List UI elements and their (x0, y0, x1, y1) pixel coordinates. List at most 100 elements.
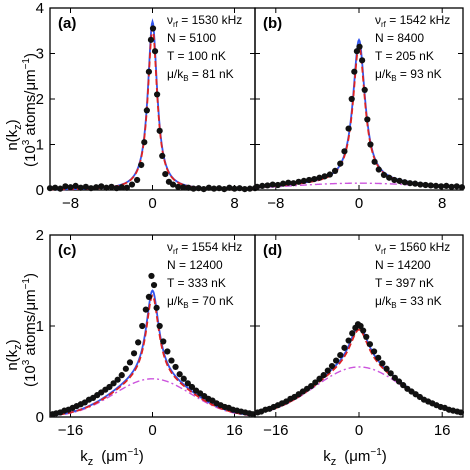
data-point (62, 183, 69, 190)
panel-label: (d) (263, 242, 282, 259)
data-point (259, 182, 266, 190)
data-point (118, 372, 125, 379)
data-point (396, 177, 403, 184)
data-point (93, 184, 100, 191)
data-point (148, 272, 155, 280)
data-point (236, 185, 243, 192)
data-point (427, 182, 434, 189)
data-point (135, 339, 142, 346)
data-point (375, 166, 382, 173)
data-point (147, 36, 155, 43)
data-point (348, 95, 355, 103)
x-tick-label: 0 (148, 195, 156, 212)
data-point (114, 376, 121, 383)
data-point (98, 183, 105, 190)
x-tick-label: 8 (438, 195, 446, 212)
panel-c: −16 0 16 0 1 2 (c) νrf = 1554 kHz N = 12400 T = 3… (36, 227, 257, 439)
x-tick-label: 16 (226, 422, 243, 439)
data-point (195, 185, 202, 192)
data-point (180, 375, 187, 382)
y-axis-unit-top: (103 atoms/μm−1) (21, 53, 39, 167)
data-point (448, 183, 455, 190)
data-point (184, 380, 191, 387)
data-point (320, 372, 327, 379)
data-point (151, 48, 159, 55)
data-point (200, 185, 207, 193)
data-point (351, 68, 358, 75)
data-point (149, 25, 157, 32)
data-point (110, 380, 117, 387)
data-point (391, 374, 398, 381)
data-point (113, 185, 120, 192)
data-point (106, 383, 113, 391)
panel-frame (49, 234, 256, 418)
data-point (156, 322, 163, 330)
data-point (176, 371, 183, 378)
data-point (432, 182, 440, 190)
data-point (241, 185, 248, 193)
y-tick-label: 0 (36, 182, 44, 199)
data-point (231, 185, 238, 192)
data-point (359, 57, 366, 64)
data-point (295, 178, 302, 185)
y-tick-label: 1 (36, 137, 44, 154)
data-point (400, 382, 407, 389)
panels: −8 0 8 0 1 2 3 4 (a) νrf = 1530 kHz N = 5100 T = 10… (36, 0, 466, 439)
y-axis-label-top: n(kz) (4, 119, 24, 150)
data-point (337, 352, 344, 359)
data-point (156, 127, 163, 134)
data-point (162, 170, 169, 178)
data-point (356, 43, 363, 50)
data-point (361, 86, 368, 93)
thermal-fit-curve (254, 182, 464, 189)
data-point (169, 181, 177, 188)
total-fit-curve (49, 289, 256, 417)
data-point (160, 338, 167, 345)
thermal-fit-curve (254, 366, 464, 415)
data-point (134, 176, 141, 184)
panel-label: (a) (58, 15, 76, 32)
data-point (226, 184, 233, 191)
y-tick-label: 1 (36, 318, 44, 335)
data-point (145, 293, 153, 300)
alt-fit-curve (49, 294, 256, 417)
info-rf-frequency: νrf = 1554 kHz (167, 240, 242, 256)
y-axis-unit-bottom: (103 atoms/μm−1) (21, 273, 39, 387)
data-point (345, 337, 352, 344)
data-point (279, 180, 287, 187)
data-point (364, 116, 371, 123)
data-point (82, 183, 89, 190)
info-atom-number: N = 12400 (167, 258, 223, 272)
data-point (326, 171, 333, 178)
x-axis-label-left: kz (μm−1) (80, 447, 144, 468)
data-point (383, 365, 390, 372)
data-point (175, 183, 182, 190)
data-point (371, 158, 378, 165)
data-point (190, 185, 197, 192)
data-point (341, 148, 348, 155)
data-point (108, 183, 115, 190)
data-point (188, 383, 196, 391)
info-atom-number: N = 5100 (167, 31, 216, 45)
data-point (103, 184, 110, 191)
data-point (406, 180, 414, 187)
data-point (290, 180, 297, 187)
data-point (87, 185, 95, 192)
data-point (126, 359, 134, 366)
data-point (357, 322, 364, 330)
data-point (264, 182, 271, 189)
data-point (205, 184, 212, 191)
data-point (328, 362, 336, 370)
data-point (216, 185, 223, 192)
y-tick-label: 2 (36, 91, 44, 108)
data-point (180, 184, 187, 191)
panel-b: −8 0 8 (b) νrf = 1542 kHz N = 8400 T = 205 nK μ… (253, 7, 466, 212)
data-point (253, 183, 261, 190)
data-point (172, 363, 179, 371)
data-point (312, 379, 319, 386)
data-point (153, 304, 160, 311)
data-point (333, 357, 340, 364)
alt-fit-curve (254, 328, 464, 415)
panel-label: (c) (58, 242, 76, 259)
y-tick-label: 4 (36, 0, 44, 17)
